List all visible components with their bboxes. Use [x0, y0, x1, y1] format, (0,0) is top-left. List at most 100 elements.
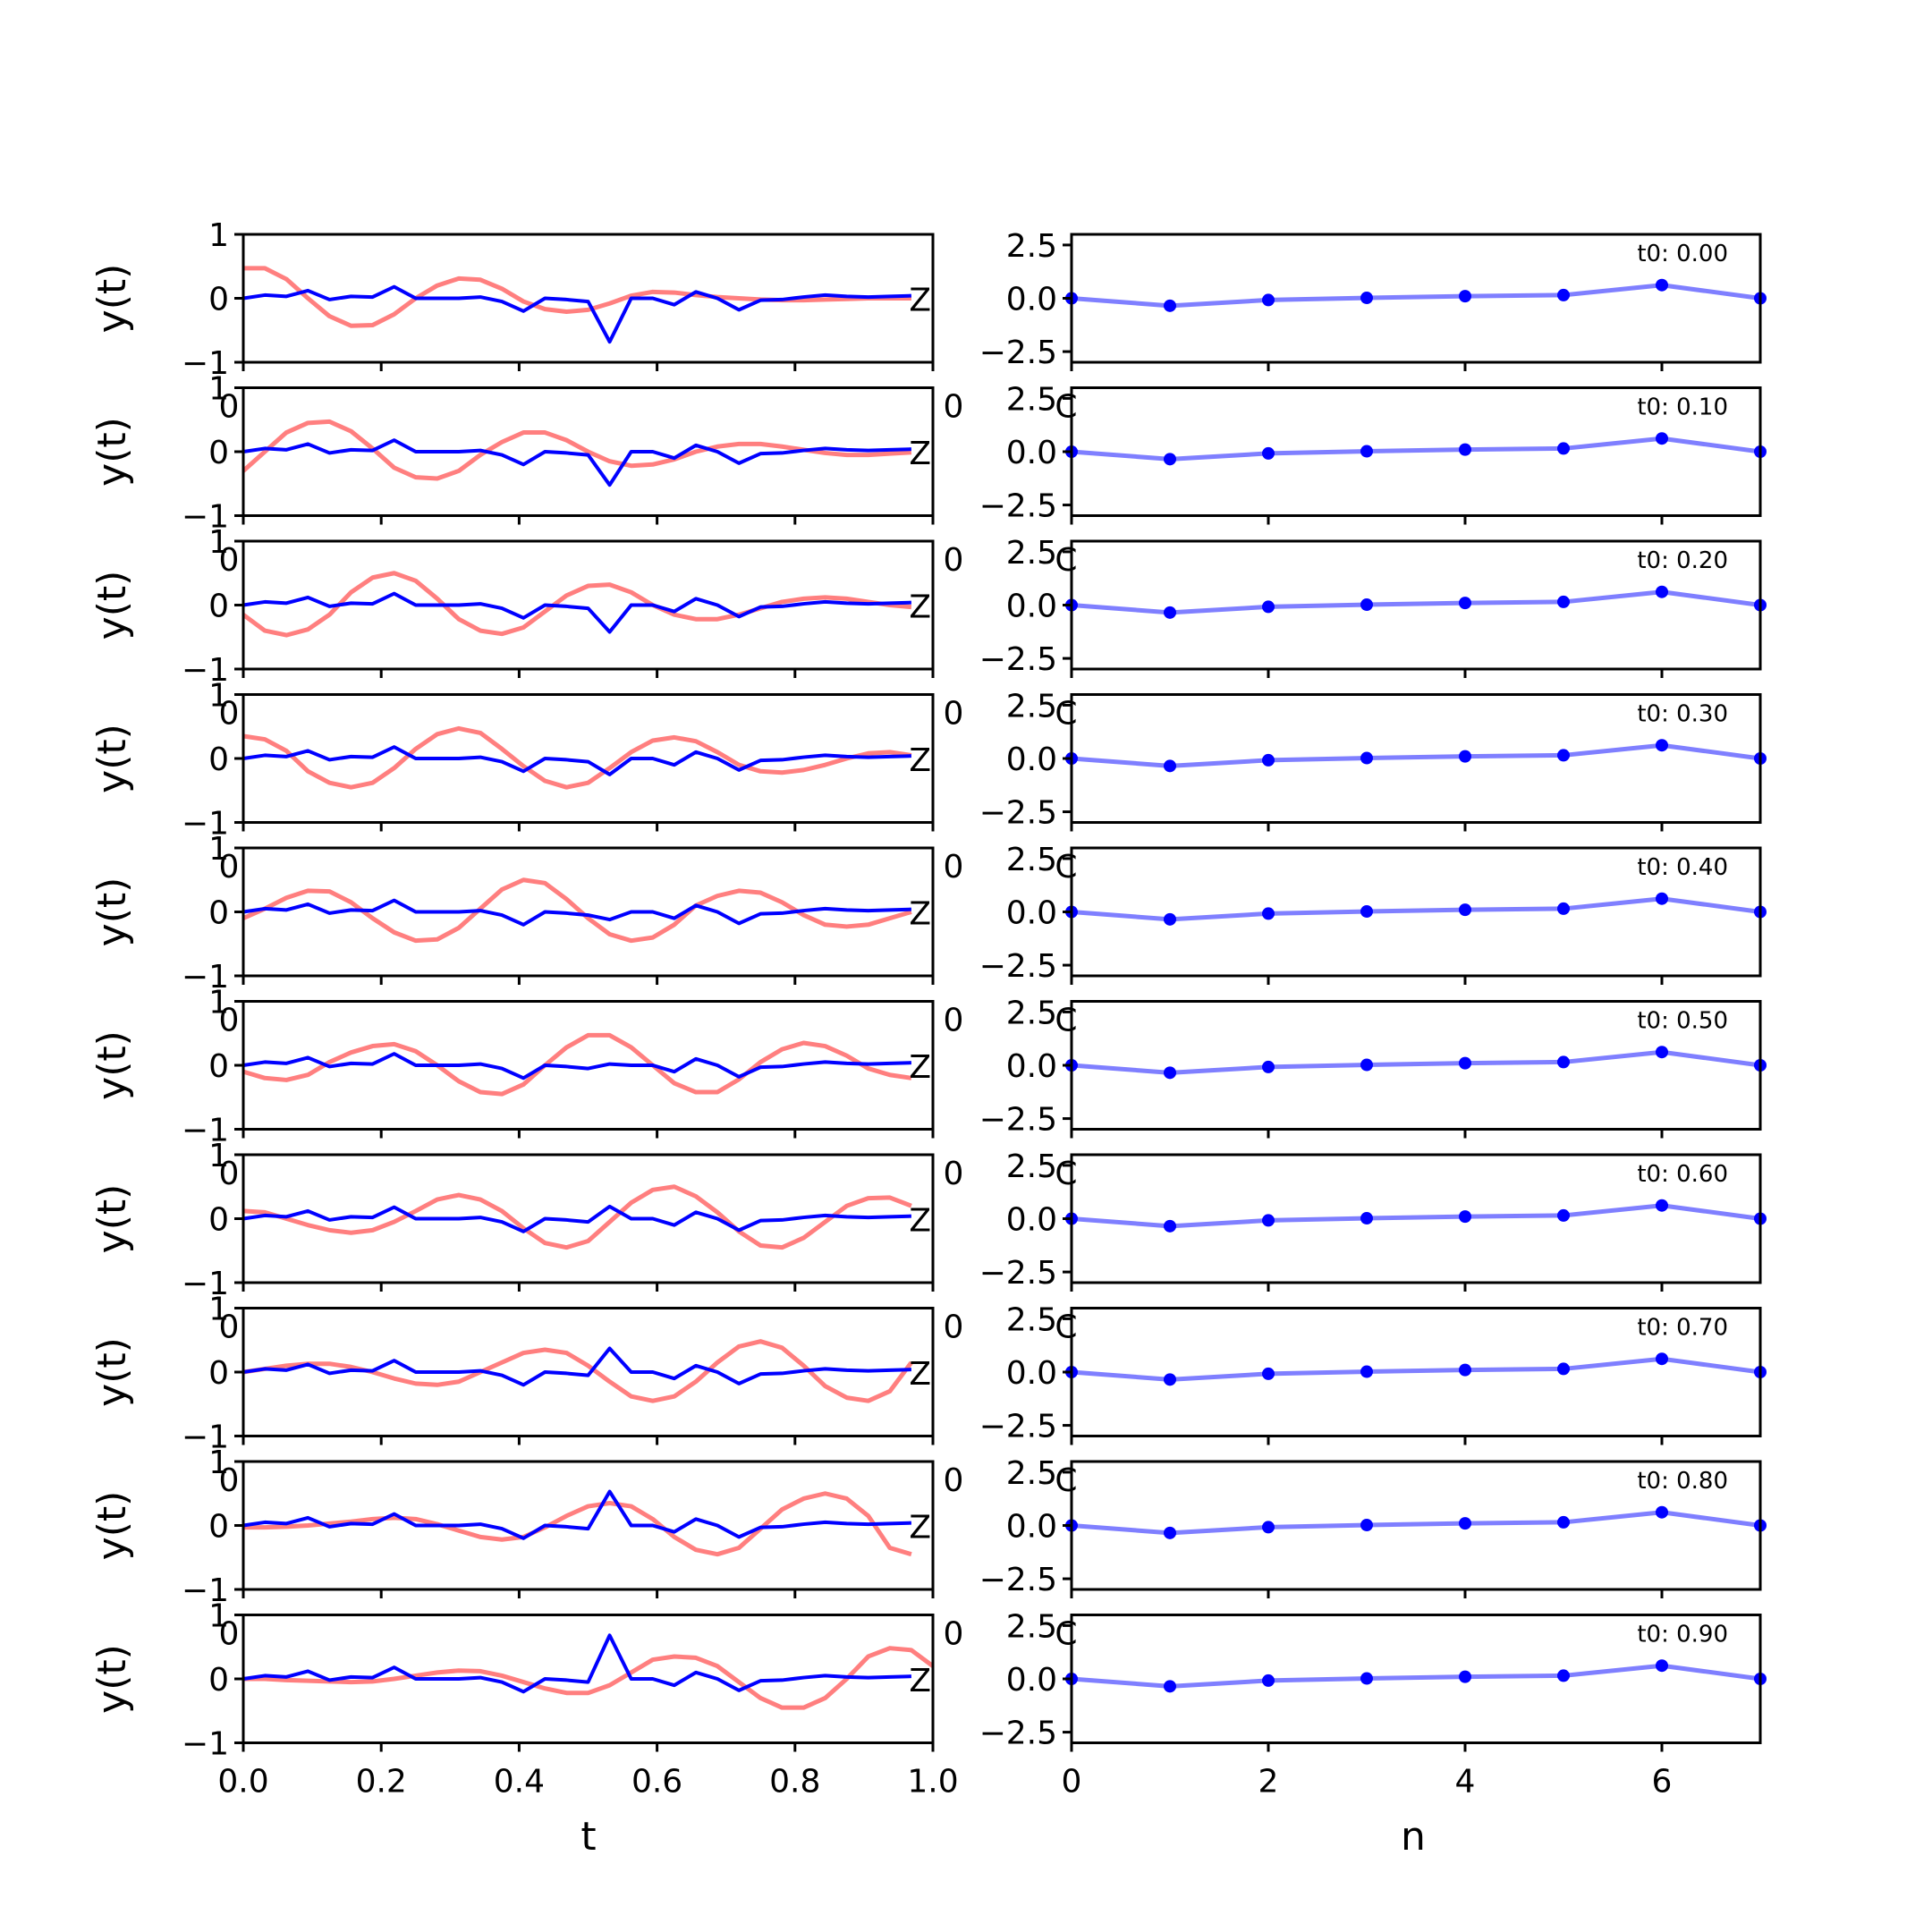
coefficient-point [1360, 1212, 1373, 1225]
y-tick-label: 2.5 [1006, 381, 1057, 418]
t0-annotation: t0: 0.20 [1637, 547, 1728, 574]
coefficient-point [1360, 905, 1373, 919]
y-tick-label: −1 [182, 1726, 229, 1763]
coefficient-point [1262, 907, 1275, 920]
y-tick-label: −2.5 [979, 335, 1057, 371]
x-tick-label: 0 [1062, 1764, 1082, 1801]
coefficient-point [1164, 299, 1176, 312]
stray-z-glyph: Z [909, 1510, 931, 1546]
coefficient-point [1360, 751, 1373, 765]
x-tick-label: 0.6 [631, 1764, 682, 1801]
y-tick-label: 0.0 [1006, 741, 1057, 778]
coefficient-point [1656, 1046, 1668, 1059]
signal-line [242, 1346, 911, 1387]
y-tick-label: 0.0 [1006, 1202, 1057, 1239]
y-tick-label: 1 [208, 1598, 229, 1635]
coefficient-point [1262, 1521, 1275, 1534]
x-tick-label: 4 [1455, 1764, 1476, 1801]
coefficient-line [1071, 1663, 1761, 1689]
stray-c-glyph: C [1055, 1156, 1077, 1192]
coefficient-point [1164, 606, 1176, 619]
y-tick-label: −1 [182, 1419, 229, 1456]
right-panel-2: 2.5 0.0 −2.5 C t0: 0.20 [979, 535, 1767, 678]
y-tick-label: −2.5 [979, 1255, 1057, 1292]
y-tick-label: 2.5 [1006, 1455, 1057, 1492]
y-axis-label: y(t) [89, 1337, 135, 1407]
coefficient-point [1164, 453, 1176, 466]
y-axis-label: y(t) [89, 877, 135, 947]
coefficient-point [1459, 290, 1471, 303]
t0-annotation: t0: 0.70 [1637, 1315, 1728, 1342]
y-axis-label: y(t) [89, 1644, 135, 1714]
y-tick-label: −1 [182, 1266, 229, 1302]
y-tick-label: 1 [208, 1445, 229, 1481]
coefficient-point [1656, 1352, 1668, 1366]
y-tick-label: 1 [208, 217, 229, 254]
coefficient-point [1656, 739, 1668, 752]
y-tick-label: 1 [208, 985, 229, 1021]
signal-line [242, 1052, 911, 1080]
reconstruction-line [242, 877, 912, 944]
y-tick-label: −2.5 [979, 948, 1057, 985]
right-panel-3: 2.5 0.0 −2.5 C t0: 0.30 [979, 688, 1767, 832]
y-tick-label: 1 [208, 678, 229, 715]
stray-zero-left: 0 [219, 696, 240, 733]
stray-c-glyph: C [1055, 849, 1077, 886]
y-axis-label: y(t) [89, 1030, 135, 1100]
y-tick-label: 2.5 [1006, 1148, 1057, 1185]
coefficient-point [1459, 443, 1471, 456]
t0-annotation: t0: 0.90 [1637, 1622, 1728, 1648]
coefficient-point [1459, 1210, 1471, 1224]
coefficient-point [1459, 1670, 1471, 1683]
coefficient-point [1164, 1373, 1176, 1386]
coefficient-point [1164, 1219, 1176, 1233]
coefficient-line [1071, 1510, 1761, 1536]
y-tick-label: −1 [182, 959, 229, 996]
y-tick-label: −1 [182, 806, 229, 843]
reconstruction-line [243, 1646, 935, 1710]
t0-annotation: t0: 0.10 [1637, 394, 1728, 421]
signal-line [242, 1633, 911, 1694]
coefficient-line [1071, 896, 1761, 922]
signal-line [242, 1489, 911, 1540]
right-panel-1: 2.5 0.0 −2.5 C t0: 0.10 [979, 381, 1767, 525]
right-x-axis-label: n [1401, 1814, 1426, 1860]
coefficient-line [1071, 1049, 1761, 1075]
coefficient-point [1360, 1365, 1373, 1378]
coefficient-point [1557, 288, 1570, 301]
signal-line [242, 898, 911, 927]
coefficient-point [1459, 1363, 1471, 1377]
coefficient-point [1262, 753, 1275, 767]
y-tick-label: 0.0 [1006, 435, 1057, 471]
y-axis-label: y(t) [89, 724, 135, 793]
left-x-axis-label: t [580, 1814, 596, 1860]
coefficient-point [1262, 1367, 1275, 1380]
coefficient-point [1557, 595, 1570, 608]
stray-c-glyph: C [1055, 1003, 1077, 1039]
y-tick-label: 0 [208, 741, 229, 778]
coefficient-point [1459, 1517, 1471, 1530]
coefficient-point [1459, 903, 1471, 917]
y-tick-label: −2.5 [979, 488, 1057, 525]
t0-annotation: t0: 0.60 [1637, 1161, 1728, 1188]
right-panel-7: 2.5 0.0 −2.5 C t0: 0.70 [979, 1301, 1767, 1445]
y-tick-label: 0 [208, 589, 229, 625]
coefficient-point [1360, 1672, 1373, 1685]
y-tick-label: −2.5 [979, 641, 1057, 678]
t0-annotation: t0: 0.40 [1637, 854, 1728, 881]
stray-z-glyph: Z [909, 589, 931, 626]
coefficient-point [1164, 1526, 1176, 1539]
stray-z-glyph: Z [909, 1356, 931, 1393]
stray-c-glyph: C [1055, 1309, 1077, 1346]
y-tick-label: −2.5 [979, 1102, 1057, 1139]
x-tick-label: 0.8 [769, 1764, 820, 1801]
coefficient-point [1262, 1060, 1275, 1073]
reconstruction-line [243, 266, 911, 328]
